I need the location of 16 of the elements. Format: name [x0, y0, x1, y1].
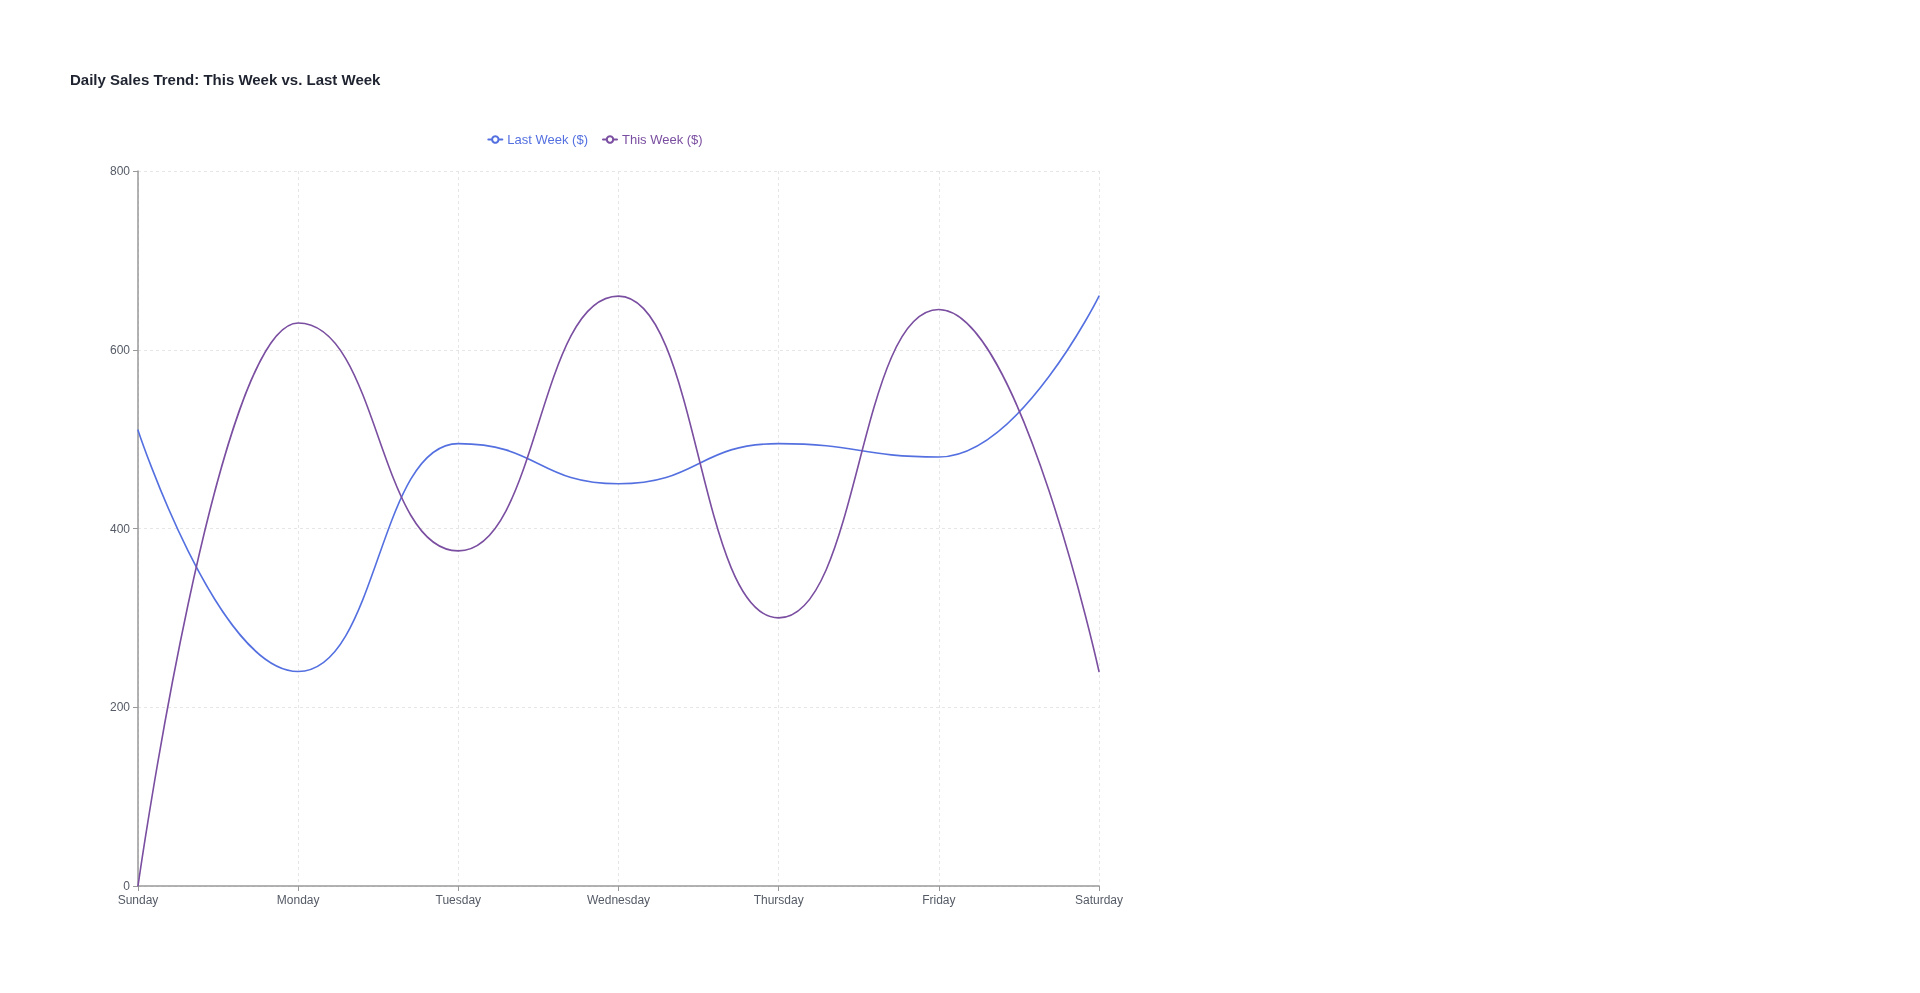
legend-label: Last Week ($) [507, 132, 589, 147]
y-tick-label: 600 [109, 342, 131, 357]
legend-label: This Week ($) [622, 132, 703, 147]
y-tick-label: 200 [109, 700, 131, 715]
x-tick-label: Sunday [117, 893, 159, 907]
chart-title: Daily Sales Trend: This Week vs. Last Week [70, 71, 382, 88]
y-tick-label: 400 [109, 521, 131, 536]
x-tick-label: Wednesday [586, 893, 651, 907]
x-tick-label: Thursday [753, 893, 804, 907]
x-tick-label: Monday [276, 893, 320, 907]
y-tick-label: 0 [123, 879, 131, 893]
x-tick-label: Tuesday [435, 893, 482, 907]
line-series [137, 295, 1100, 673]
y-tick-label: 800 [109, 164, 131, 178]
x-tick-label: Friday [922, 893, 956, 907]
x-tick-label: Saturday [1074, 893, 1124, 907]
